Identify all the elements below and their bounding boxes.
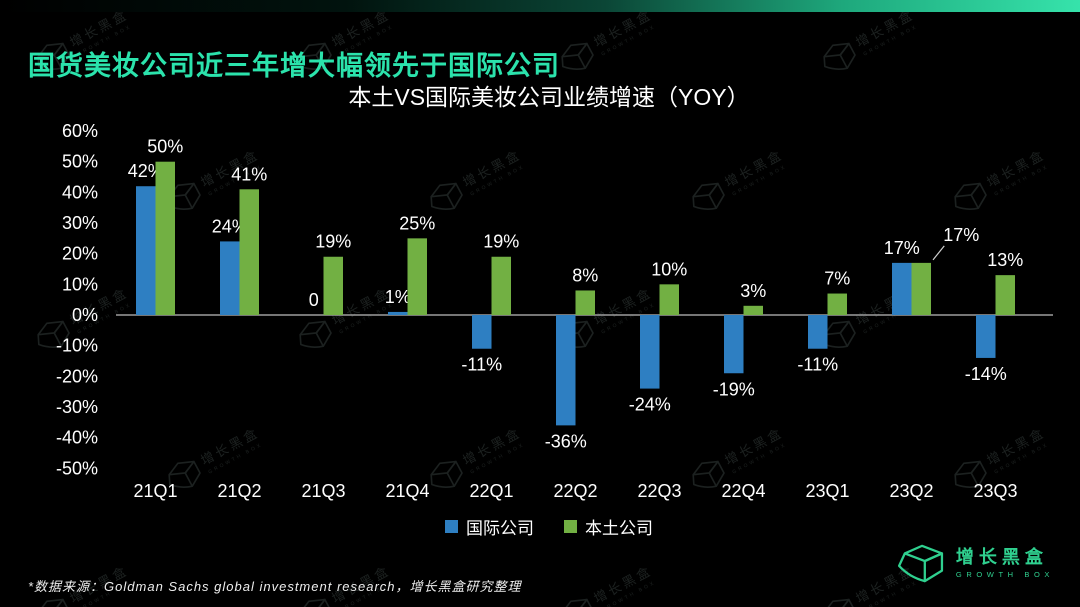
growth-box-logo-icon xyxy=(897,544,944,583)
page-title: 国货美妆公司近三年增大幅领先于国际公司 xyxy=(28,51,560,82)
brand-name-en: GROWTH BOX xyxy=(955,569,1054,579)
top-accent-gradient-bar xyxy=(0,0,1080,12)
brand-logo: 增长黑盒 GROWTH BOX xyxy=(896,543,1054,583)
chart-legend: 国际公司 本土公司 xyxy=(9,514,1080,539)
legend-item-domestic: 本土公司 xyxy=(564,514,653,539)
legend-swatch-international xyxy=(445,520,458,533)
legend-item-international: 国际公司 xyxy=(445,514,534,539)
legend-label-domestic: 本土公司 xyxy=(585,519,653,538)
legend-swatch-domestic xyxy=(564,520,577,533)
brand-name-cn: 增长黑盒 xyxy=(955,546,1048,567)
data-source-note: *数据来源：Goldman Sachs global investment re… xyxy=(28,579,522,594)
chart-title: 本土VS国际美妆公司业绩增速（YOY） xyxy=(348,84,750,110)
legend-label-international: 国际公司 xyxy=(466,519,534,538)
